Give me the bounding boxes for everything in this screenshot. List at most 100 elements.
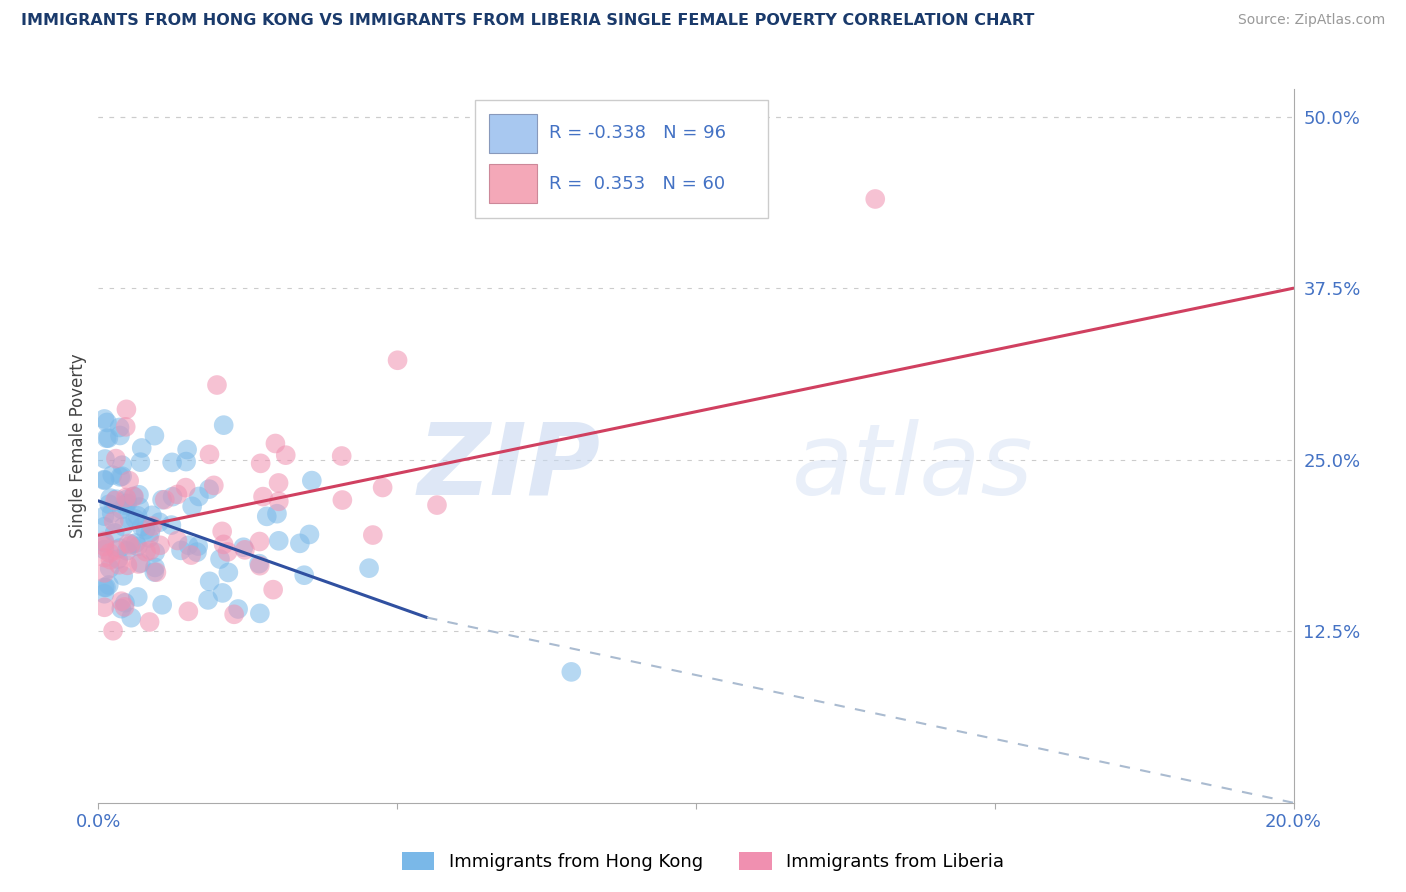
Point — [141, 508, 163, 523]
Point — [93, 539, 115, 553]
Point — [176, 442, 198, 457]
Point — [233, 542, 256, 557]
Point — [111, 458, 134, 473]
Point — [292, 568, 315, 582]
Point — [124, 536, 146, 550]
Point — [108, 558, 131, 572]
Point — [266, 507, 288, 521]
Point — [93, 473, 115, 487]
Point — [127, 590, 149, 604]
Point — [226, 602, 249, 616]
Point — [122, 489, 145, 503]
Point — [359, 561, 381, 575]
Point — [124, 512, 146, 526]
Point — [212, 418, 235, 433]
Point — [138, 531, 160, 545]
Point — [97, 431, 120, 445]
Text: R =  0.353   N = 60: R = 0.353 N = 60 — [548, 175, 725, 193]
Point — [143, 560, 166, 574]
Text: IMMIGRANTS FROM HONG KONG VS IMMIGRANTS FROM LIBERIA SINGLE FEMALE POVERTY CORRE: IMMIGRANTS FROM HONG KONG VS IMMIGRANTS … — [21, 13, 1035, 29]
Point — [249, 456, 271, 470]
Point — [108, 420, 131, 434]
Point — [93, 509, 115, 524]
Point — [114, 420, 136, 434]
Point — [138, 615, 160, 629]
Point — [148, 515, 170, 529]
Point — [224, 607, 246, 622]
Text: Source: ZipAtlas.com: Source: ZipAtlas.com — [1237, 13, 1385, 28]
Point — [104, 493, 127, 508]
Point — [139, 525, 162, 540]
Point — [131, 520, 153, 534]
Point — [129, 556, 152, 570]
Point — [288, 536, 311, 550]
Point — [120, 537, 142, 551]
Point — [252, 490, 274, 504]
Point — [120, 539, 142, 553]
Text: ZIP: ZIP — [418, 419, 600, 516]
Point — [98, 497, 121, 511]
Point — [149, 538, 172, 552]
Point — [301, 474, 323, 488]
Point — [187, 490, 209, 504]
Point — [262, 582, 284, 597]
Point — [117, 536, 139, 550]
Point — [112, 569, 135, 583]
Point — [94, 452, 117, 467]
Point — [108, 541, 131, 555]
Point — [387, 353, 409, 368]
FancyBboxPatch shape — [475, 100, 768, 218]
Point — [153, 492, 176, 507]
Point — [96, 431, 118, 445]
Point — [211, 586, 233, 600]
Point — [330, 449, 353, 463]
Point — [93, 600, 115, 615]
Point — [267, 475, 290, 490]
Point — [174, 454, 197, 468]
Point — [96, 416, 118, 430]
Point — [118, 513, 141, 527]
Point — [208, 552, 231, 566]
Point — [162, 490, 184, 504]
Point — [217, 545, 239, 559]
Point — [128, 488, 150, 502]
Point — [202, 478, 225, 492]
Point — [93, 412, 115, 426]
Point — [93, 542, 115, 557]
Point — [97, 578, 120, 592]
Point — [249, 558, 271, 573]
Point — [104, 525, 127, 540]
Point — [114, 599, 136, 614]
Legend: Immigrants from Hong Kong, Immigrants from Liberia: Immigrants from Hong Kong, Immigrants fr… — [395, 845, 1011, 879]
Point — [166, 487, 188, 501]
Y-axis label: Single Female Poverty: Single Female Poverty — [69, 354, 87, 538]
Point — [197, 593, 219, 607]
Point — [128, 500, 150, 514]
FancyBboxPatch shape — [489, 114, 537, 153]
Point — [143, 428, 166, 442]
Point — [93, 534, 115, 549]
Point — [93, 587, 115, 601]
Point — [120, 610, 142, 624]
Point — [426, 498, 449, 512]
Point — [115, 497, 138, 511]
Point — [101, 624, 124, 638]
Point — [111, 469, 134, 483]
Point — [145, 566, 167, 580]
Point — [249, 534, 271, 549]
Point — [114, 596, 136, 610]
Point — [187, 539, 209, 553]
Point — [249, 607, 271, 621]
Point — [93, 580, 115, 594]
Point — [256, 509, 278, 524]
Point — [117, 558, 139, 573]
Point — [198, 447, 221, 461]
Point — [330, 493, 353, 508]
Text: R = -0.338   N = 96: R = -0.338 N = 96 — [548, 125, 725, 143]
Point — [105, 543, 128, 558]
Point — [98, 546, 121, 560]
Point — [93, 550, 115, 565]
Point — [174, 481, 197, 495]
Point — [166, 533, 188, 548]
Point — [117, 496, 139, 510]
